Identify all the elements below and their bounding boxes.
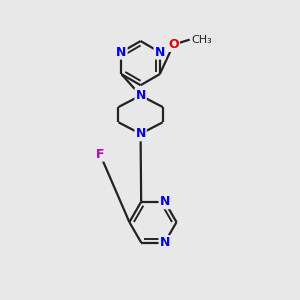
Text: N: N <box>135 89 146 102</box>
Text: N: N <box>116 46 127 59</box>
Text: N: N <box>154 46 165 59</box>
Text: N: N <box>160 236 170 249</box>
Text: N: N <box>160 195 170 208</box>
Text: O: O <box>168 38 179 51</box>
Text: CH₃: CH₃ <box>191 34 212 45</box>
Text: F: F <box>96 148 104 160</box>
Text: N: N <box>135 127 146 140</box>
